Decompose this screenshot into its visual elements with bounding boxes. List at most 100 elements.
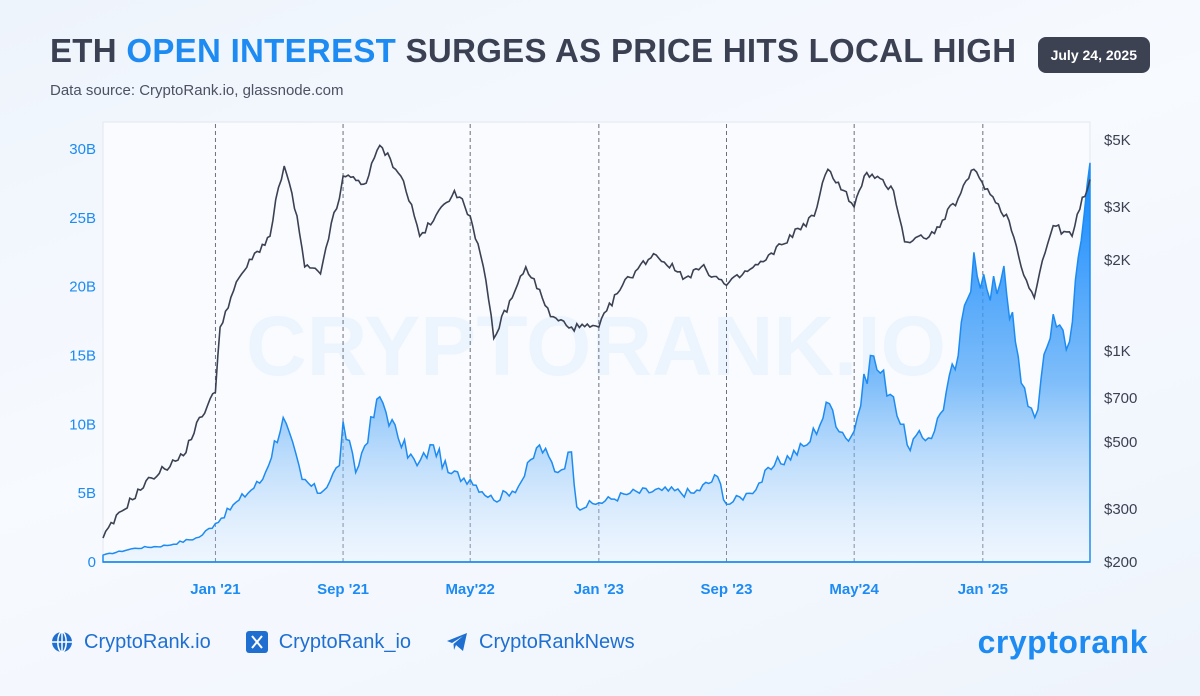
price-point-20 [511, 297, 513, 299]
price-point-9 [319, 273, 321, 275]
oi-point-0 [102, 554, 104, 556]
price-point-0 [102, 537, 104, 539]
price-point-40 [957, 197, 959, 199]
x-tick-label-0: Jan '21 [190, 581, 240, 598]
oi-point-21 [538, 444, 540, 446]
oi-point-23 [570, 451, 572, 453]
brand-logo: cryptorank [977, 624, 1148, 660]
price-point-15 [419, 235, 421, 237]
price-point-10 [338, 197, 340, 199]
y-right-tick-0: $200 [1104, 554, 1137, 571]
oi-point-36 [853, 430, 855, 432]
page-title: ETH OPEN INTEREST SURGES AS PRICE HITS L… [50, 32, 1016, 70]
oi-point-29 [716, 475, 718, 477]
oi-point-18 [469, 478, 471, 480]
oi-point-27 [661, 489, 663, 491]
oi-point-38 [892, 396, 894, 398]
price-point-25 [598, 326, 600, 328]
price-point-31 [765, 259, 767, 261]
price-point-32 [781, 244, 783, 246]
footer-telegram-label: CryptoRankNews [479, 630, 635, 653]
telegram-icon [447, 633, 468, 651]
oi-point-28 [693, 492, 695, 494]
oi-point-24 [576, 506, 578, 508]
price-point-12 [365, 182, 367, 184]
y-left-tick-4: 20B [69, 279, 96, 296]
oi-point-12 [355, 471, 357, 473]
price-point-44 [1020, 266, 1022, 268]
price-point-11 [342, 175, 344, 177]
data-source: Data source: CryptoRank.io, glassnode.co… [50, 82, 344, 99]
oi-point-13 [379, 396, 381, 398]
oi-point-8 [301, 478, 303, 480]
price-point-37 [892, 189, 894, 191]
price-point-48 [1089, 178, 1091, 180]
title-part-1: ETH [50, 32, 127, 69]
oi-point-44 [1003, 265, 1005, 267]
price-point-28 [684, 276, 686, 278]
x-tick-label-6: Jan '25 [958, 581, 1008, 598]
oi-point-43 [989, 299, 991, 301]
price-point-14 [400, 175, 402, 177]
footer-x-label: CryptoRank_io [278, 630, 412, 653]
price-point-22 [549, 315, 551, 317]
price-point-42 [989, 193, 991, 195]
price-point-34 [827, 168, 829, 170]
oi-point-41 [957, 354, 959, 356]
price-point-39 [933, 232, 935, 234]
price-point-38 [903, 241, 905, 243]
price-point-3 [214, 391, 216, 393]
price-point-19 [493, 337, 495, 339]
price-point-35 [853, 206, 855, 208]
price-point-47 [1071, 235, 1073, 237]
price-point-26 [621, 284, 623, 286]
oi-point-15 [416, 464, 418, 466]
price-point-36 [866, 171, 868, 173]
price-point-46 [1052, 225, 1054, 227]
oi-point-1 [134, 547, 136, 549]
oi-point-25 [598, 502, 600, 504]
oi-point-10 [338, 464, 340, 466]
oi-point-22 [557, 471, 559, 473]
open-interest-area [102, 162, 1091, 563]
footer: CryptoRank.io CryptoRank_io CryptoRankNe… [50, 630, 669, 654]
globe-icon [52, 631, 72, 653]
oi-point-31 [748, 492, 750, 494]
price-point-45 [1033, 297, 1035, 299]
oi-point-39 [906, 444, 908, 446]
date-badge: July 24, 2025 [1037, 37, 1150, 73]
y-left-tick-3: 15B [69, 348, 96, 365]
price-point-1 [150, 477, 152, 479]
oi-point-33 [806, 444, 808, 446]
oi-point-26 [629, 492, 631, 494]
oi-point-46 [1034, 416, 1036, 418]
oi-point-42 [973, 251, 975, 253]
price-point-24 [589, 326, 591, 328]
price-point-17 [453, 189, 455, 191]
price-point-27 [652, 253, 654, 255]
title-highlight: OPEN INTEREST [126, 32, 397, 69]
oi-point-47 [1052, 313, 1054, 315]
price-point-23 [570, 326, 572, 328]
footer-telegram[interactable]: CryptoRankNews [445, 630, 635, 654]
oi-point-16 [432, 444, 434, 446]
x-icon [245, 631, 268, 653]
y-right-tick-2: $500 [1104, 434, 1137, 451]
price-point-21 [525, 266, 527, 268]
oi-point-49 [1089, 162, 1091, 164]
oi-point-6 [262, 478, 264, 480]
price-line [102, 144, 1091, 539]
price-point-6 [269, 235, 271, 237]
price-point-33 [813, 215, 815, 217]
x-tick-label-4: Sep '23 [701, 581, 753, 598]
y-right-tick-6: $3K [1104, 199, 1131, 216]
y-right-tick-1: $300 [1104, 501, 1137, 518]
footer-site[interactable]: CryptoRank.io [50, 630, 211, 654]
oi-point-40 [933, 430, 935, 432]
price-point-13 [379, 144, 381, 146]
footer-x[interactable]: CryptoRank_io [245, 630, 411, 654]
y-left-tick-0: 0 [88, 554, 96, 571]
oi-point-30 [725, 503, 727, 505]
oi-point-37 [869, 354, 871, 356]
